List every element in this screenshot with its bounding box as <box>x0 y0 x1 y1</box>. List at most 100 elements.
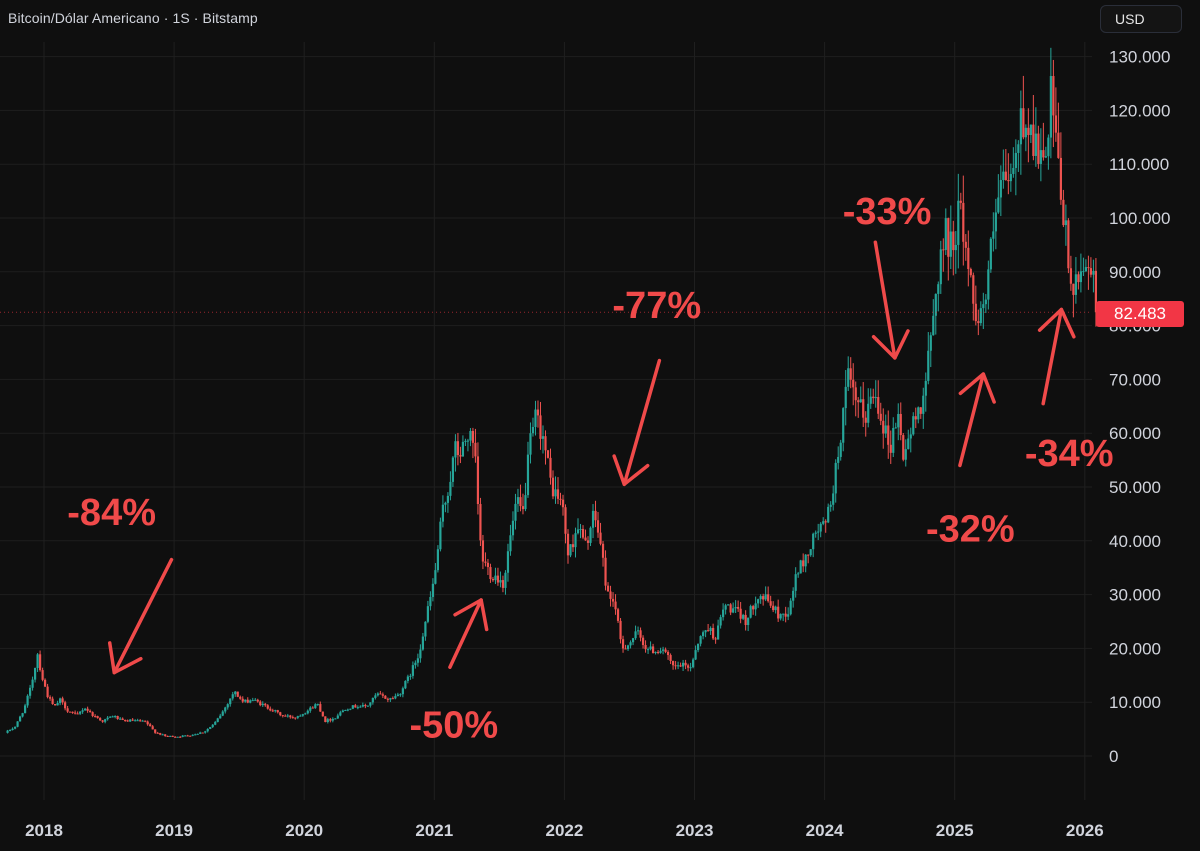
candle-body <box>832 493 835 505</box>
candle-body <box>942 249 945 251</box>
candle-body <box>74 712 77 714</box>
candle-body <box>38 654 42 671</box>
candle-body <box>737 606 740 609</box>
candle-body <box>1089 268 1093 275</box>
candle-body <box>249 700 252 703</box>
currency-button[interactable]: USD <box>1100 5 1182 33</box>
candle-body <box>1067 220 1070 269</box>
candle-body <box>694 650 697 660</box>
candle-body <box>782 613 785 615</box>
y-axis[interactable]: 0 10.000 20.000 30.000 40.000 50.000 60.000 70.… <box>1109 48 1170 766</box>
candle-body <box>1022 108 1025 138</box>
candle-body <box>461 441 465 457</box>
candle-body <box>584 537 587 541</box>
candle-body <box>366 705 369 707</box>
candle-body <box>1009 173 1012 182</box>
x-tick-label: 2018 <box>25 821 63 840</box>
candle-body <box>301 714 304 716</box>
candle-body <box>824 521 827 523</box>
candle-body <box>506 551 510 573</box>
candle-body <box>331 718 334 721</box>
candle-body <box>451 457 455 482</box>
candle-body <box>284 715 287 717</box>
last-price-tag: 82.483 <box>1096 301 1184 327</box>
candle-body <box>16 721 19 727</box>
candle-body <box>459 455 462 457</box>
candle-body <box>254 699 257 701</box>
candle-body <box>807 554 810 556</box>
candle-body <box>767 594 770 602</box>
candle-body <box>281 715 284 717</box>
candle-body <box>902 435 905 460</box>
candle-body <box>504 572 507 588</box>
arrow-head <box>612 454 650 487</box>
x-axis[interactable]: 2018 2019 2020 2021 2022 2023 2024 2025 2026 <box>25 821 1104 840</box>
candle-body <box>907 438 910 450</box>
candle-body <box>1054 115 1057 133</box>
candle-body <box>116 716 119 720</box>
candle-body <box>216 718 219 722</box>
x-tick-label: 2022 <box>545 821 583 840</box>
candle-body <box>576 529 580 534</box>
candle-body <box>421 636 424 650</box>
candle-body <box>569 544 572 556</box>
candle-body <box>752 606 755 610</box>
candle-body <box>534 409 537 427</box>
candle-body <box>474 442 477 457</box>
candle-body <box>11 728 14 730</box>
candle-body <box>744 614 747 626</box>
drawdown-annotations: -84% -50% -77% -33% -32%-34% <box>67 191 1113 747</box>
candle-body <box>59 698 62 704</box>
candle-body <box>869 396 872 404</box>
candle-body <box>616 609 620 621</box>
candle-body <box>169 735 172 737</box>
candle-body <box>561 499 565 508</box>
candle-body <box>491 579 495 581</box>
candle-body <box>111 716 114 718</box>
candle-body <box>286 715 289 717</box>
arrow-shaft <box>448 598 483 669</box>
y-tick-label: 50.000 <box>1109 478 1161 497</box>
candle-body <box>86 708 89 711</box>
candle-body <box>44 679 47 687</box>
candle-body <box>619 620 622 640</box>
candle-body <box>81 710 84 712</box>
candle-body <box>369 702 372 706</box>
candle-body <box>604 557 607 586</box>
candle-body <box>661 649 665 651</box>
candle-body <box>244 699 247 702</box>
candle-body <box>351 705 354 709</box>
y-tick-label: 60.000 <box>1109 424 1161 443</box>
candle-body <box>814 532 817 534</box>
candle-body <box>309 707 312 711</box>
candle-body <box>33 667 37 680</box>
y-tick-label: 70.000 <box>1109 370 1161 389</box>
candle-body <box>471 430 475 443</box>
candle-body <box>469 430 472 441</box>
candle-body <box>704 630 707 633</box>
candle-body <box>1012 167 1015 174</box>
candle-body <box>954 244 957 251</box>
candle-body <box>727 604 730 606</box>
candle-body <box>444 502 447 505</box>
candle-body <box>259 701 262 706</box>
candle-body <box>394 696 397 699</box>
candle-body <box>769 601 772 606</box>
candle-body <box>626 645 630 650</box>
candle-body <box>571 544 575 548</box>
candle-body <box>939 249 942 285</box>
candle-body <box>274 710 277 712</box>
candle-body <box>857 400 860 403</box>
candle-body <box>6 730 9 733</box>
candle-body <box>994 212 997 232</box>
candle-body <box>521 506 525 510</box>
candle-body <box>847 368 850 387</box>
candle-body <box>539 415 542 439</box>
candle-body <box>712 627 715 639</box>
candle-body <box>551 477 555 497</box>
candle-body <box>186 735 189 737</box>
y-tick-label: 130.000 <box>1109 48 1170 67</box>
candle-body <box>49 697 52 699</box>
y-tick-label: 20.000 <box>1109 639 1161 658</box>
